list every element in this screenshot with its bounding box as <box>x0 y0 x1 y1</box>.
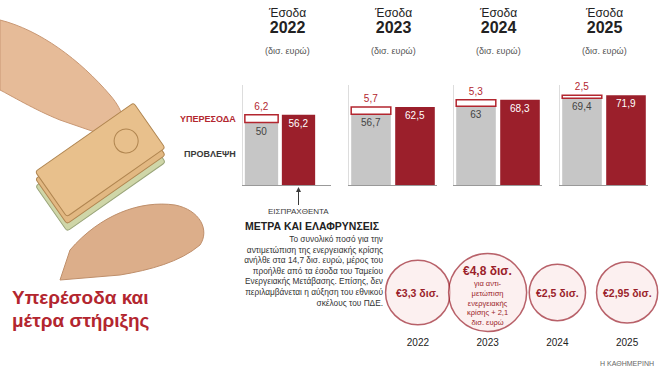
svg-text:(δισ. ευρώ): (δισ. ευρώ) <box>371 46 416 56</box>
html-text:Η ΚΑΘΗΜΕΡΙΝΗ: Η ΚΑΘΗΜΕΡΙΝΗ <box>600 360 654 367</box>
svg-text:2022: 2022 <box>407 337 430 348</box>
svg-text:62,5: 62,5 <box>405 110 425 121</box>
svg-text:(δισ. ευρώ): (δισ. ευρώ) <box>265 46 310 56</box>
svg-text:71,9: 71,9 <box>616 98 636 109</box>
svg-text:2025: 2025 <box>616 337 639 348</box>
svg-text:2024: 2024 <box>546 337 569 348</box>
svg-text:ΥΠΕΡΕΣΟΔΑ: ΥΠΕΡΕΣΟΔΑ <box>180 114 236 124</box>
svg-text:68,3: 68,3 <box>510 103 530 114</box>
svg-text:ΜΕΤΡΑ ΚΑΙ ΕΛΑΦΡΥΝΣΕΙΣ: ΜΕΤΡΑ ΚΑΙ ΕΛΑΦΡΥΝΣΕΙΣ <box>245 220 379 232</box>
svg-text:Έσοδα2022: Έσοδα2022 <box>268 6 306 36</box>
svg-text:69,4: 69,4 <box>572 101 592 112</box>
svg-text:€3,3 δισ.: €3,3 δισ. <box>396 287 439 299</box>
svg-text:(δισ. ευρώ): (δισ. ευρώ) <box>476 46 521 56</box>
svg-text:Έσοδα2024: Έσοδα2024 <box>479 6 517 36</box>
svg-text:56,7: 56,7 <box>361 117 381 128</box>
svg-text:56,2: 56,2 <box>289 118 309 129</box>
svg-text:ΕΙΣΠΡΑΧΘΕΝΤΑ: ΕΙΣΠΡΑΧΘΕΝΤΑ <box>268 207 329 216</box>
svg-text:2023: 2023 <box>477 337 500 348</box>
svg-text:6,2: 6,2 <box>254 101 268 112</box>
svg-text:€2,5 δισ.: €2,5 δισ. <box>536 287 579 299</box>
html-text:Το συνολικό ποσό για την αντιμ: Το συνολικό ποσό για την αντιμετώπιση τη… <box>244 234 383 308</box>
svg-text:€2,95 δισ.: €2,95 δισ. <box>603 287 652 299</box>
svg-text:5,7: 5,7 <box>364 93 378 104</box>
svg-text:2,5: 2,5 <box>575 81 589 92</box>
svg-text:Έσοδα2025: Έσοδα2025 <box>585 6 623 36</box>
svg-text:5,3: 5,3 <box>469 86 483 97</box>
svg-text:(δισ. ευρώ): (δισ. ευρώ) <box>582 46 627 56</box>
html-text:Υπερέσοδα και μέτρα στήριξης: Υπερέσοδα και μέτρα στήριξης <box>12 287 150 331</box>
svg-text:Έσοδα2023: Έσοδα2023 <box>374 6 412 36</box>
svg-text:ΠΡΟΒΛΕΨΗ: ΠΡΟΒΛΕΨΗ <box>184 149 236 159</box>
svg-text:για αντι-μετώπισηενεργειακήςκρ: για αντι-μετώπισηενεργειακήςκρίσης + 2,1… <box>467 279 508 327</box>
svg-text:63: 63 <box>470 109 482 120</box>
svg-text:50: 50 <box>256 126 268 137</box>
svg-text:€4,8 δισ.: €4,8 δισ. <box>463 264 512 278</box>
